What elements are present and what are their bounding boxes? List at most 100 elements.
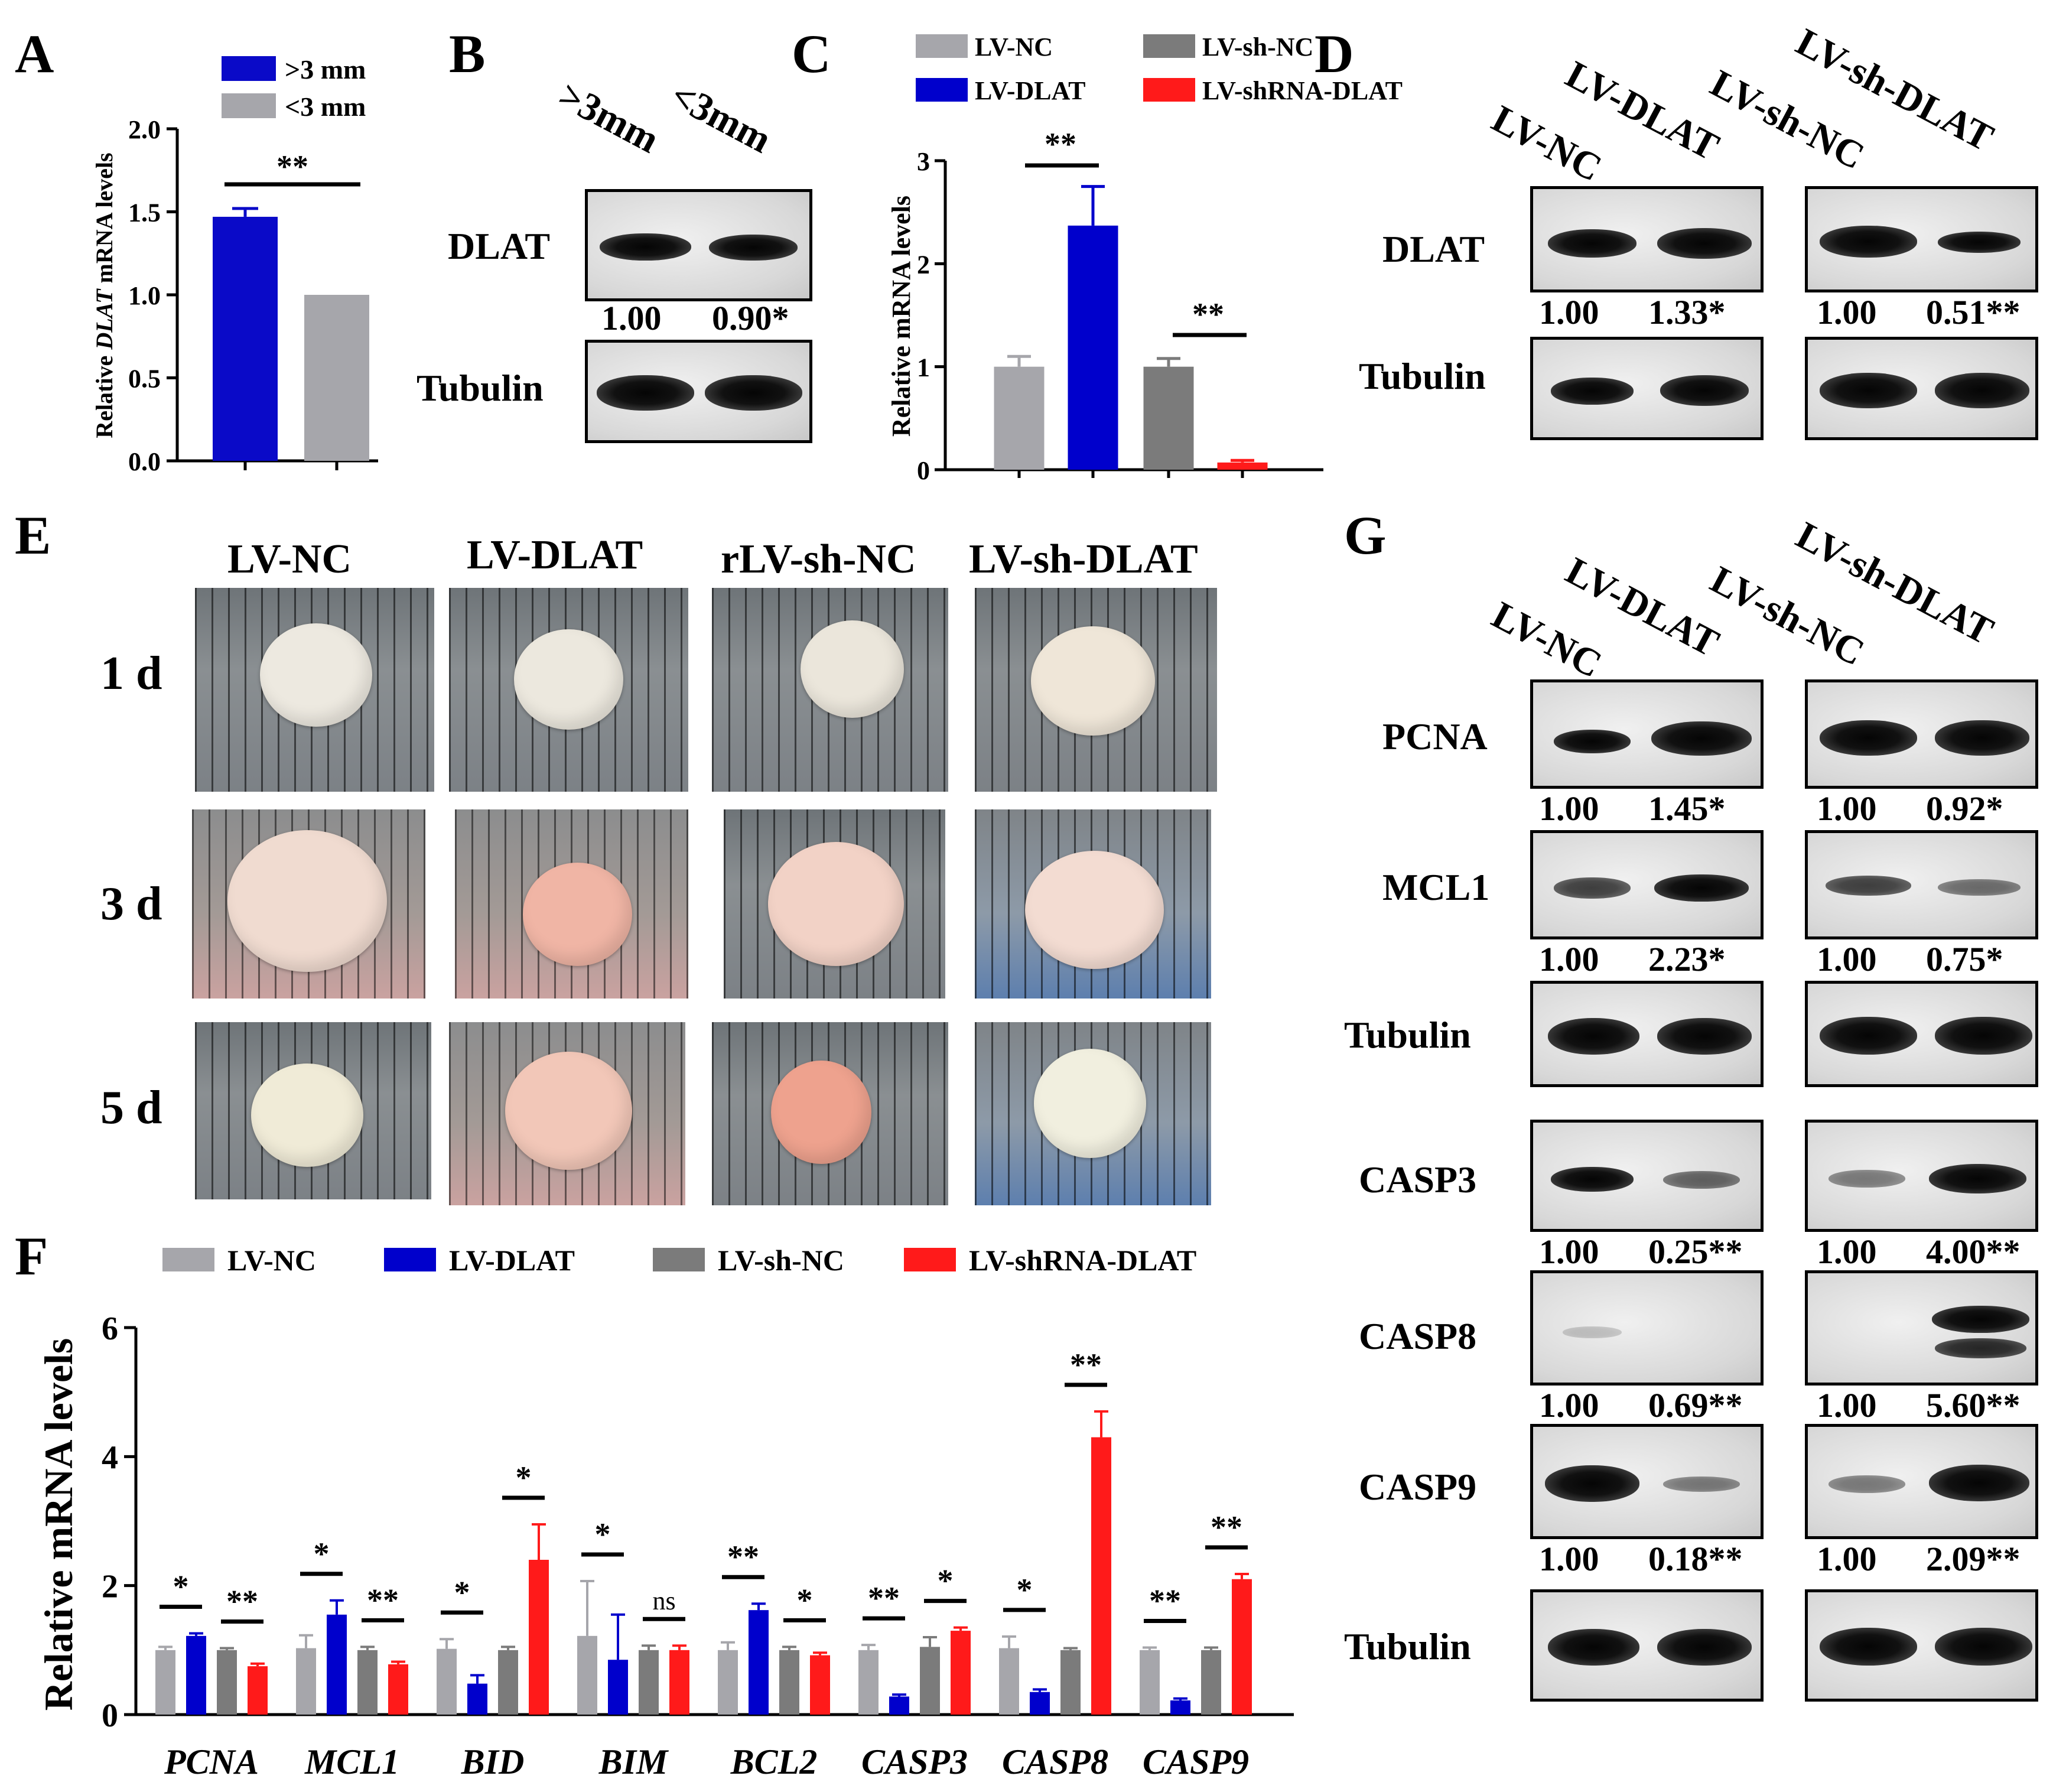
band: [1929, 1164, 2026, 1193]
panel-label-e: E: [15, 505, 51, 565]
bar: [213, 216, 278, 461]
legend-label: LV-sh-NC: [1202, 32, 1313, 61]
quant-value: 1.00: [1817, 1540, 1877, 1578]
legend-swatch: [904, 1248, 956, 1271]
row-label-tubulin: Tubulin: [417, 367, 544, 409]
column-label: LV-DLAT: [467, 532, 643, 578]
blot-mcl1-left: [1530, 830, 1764, 939]
photo-rlvshnc-3d: [724, 809, 945, 999]
bead: [801, 620, 904, 718]
legend-label: LV-DLAT: [449, 1244, 575, 1277]
blot-dlat-left: [1530, 186, 1764, 292]
y-tick-label: 0: [917, 456, 930, 484]
y-tick-label: 4: [102, 1439, 118, 1476]
bar: [155, 1650, 175, 1715]
y-tick-label: 2: [102, 1569, 118, 1605]
blot-pcna-right: [1805, 679, 2038, 789]
quant-value: 0.75*: [1926, 940, 2003, 978]
band: [1938, 232, 2021, 253]
y-axis-label: Relative mRNA levels: [887, 196, 916, 437]
bar: [1091, 1437, 1111, 1715]
significance-label: *: [173, 1569, 189, 1604]
y-axis-label-part: mRNA levels: [91, 152, 118, 289]
bead: [505, 1052, 632, 1170]
photo-rlvshnc-5d: [712, 1022, 948, 1205]
significance-label: **: [367, 1582, 399, 1618]
band: [1545, 1465, 1639, 1502]
quant-value: 1.00: [1817, 940, 1877, 978]
significance-label: **: [276, 149, 308, 184]
quant-value: 0.18**: [1648, 1540, 1743, 1578]
significance-label: *: [516, 1460, 532, 1495]
x-category-label: MCL1: [304, 1742, 399, 1781]
x-category-label: BID: [461, 1742, 525, 1781]
quant-value: 1.00: [1817, 293, 1877, 331]
bar: [498, 1650, 518, 1715]
bead: [1025, 851, 1164, 969]
significance-label: *: [1017, 1572, 1033, 1608]
band: [1663, 1171, 1740, 1189]
legend-swatch: [916, 34, 968, 58]
column-label: LV-sh-DLAT: [969, 536, 1198, 582]
bar: [437, 1648, 457, 1715]
band: [1660, 375, 1749, 406]
significance-label: **: [1070, 1347, 1102, 1383]
legend-swatch: [162, 1248, 214, 1271]
significance-label: *: [595, 1517, 611, 1552]
bar: [669, 1650, 689, 1715]
blot-dlat: [585, 189, 812, 301]
band: [1551, 1167, 1634, 1192]
bar: [749, 1610, 769, 1715]
band: [1548, 1629, 1639, 1666]
y-tick-label: 1.0: [128, 281, 161, 310]
y-tick-label: 2: [917, 250, 930, 279]
bar: [248, 1666, 268, 1715]
photo-lvshdlat-1d: [975, 588, 1217, 792]
legend-label: LV-shRNA-DLAT: [1202, 76, 1403, 105]
quant-value: 1.00: [1817, 789, 1877, 828]
band: [1820, 1017, 1917, 1055]
legend-label: LV-NC: [227, 1244, 316, 1277]
bar: [779, 1650, 799, 1715]
y-tick-label: 0.0: [128, 447, 161, 476]
band: [1826, 876, 1911, 896]
legend-label: LV-shRNA-DLAT: [969, 1244, 1196, 1277]
y-tick-label: 2.0: [128, 115, 161, 144]
lane-label: >3mm: [551, 73, 666, 162]
row-label-casp9: CASP9: [1359, 1466, 1477, 1508]
column-label: LV-NC: [227, 536, 352, 582]
quant-value: 1.00: [1817, 1232, 1877, 1271]
panel-label-g: G: [1344, 505, 1387, 565]
photo-lvshdlat-5d: [975, 1022, 1211, 1205]
significance-label: *: [314, 1536, 330, 1572]
y-tick-label: 6: [102, 1310, 118, 1347]
y-tick-label: 1.5: [128, 199, 161, 227]
bar: [186, 1635, 206, 1715]
legend-swatch: [653, 1248, 705, 1271]
panel-label-a: A: [15, 24, 54, 84]
band: [1563, 1326, 1622, 1338]
blot-tubulin-right: [1805, 337, 2038, 440]
significance-label: **: [1192, 297, 1224, 332]
significance-label: **: [727, 1539, 759, 1575]
blot-tubulin2-right: [1805, 1589, 2038, 1702]
significance-label: *: [797, 1582, 813, 1618]
bead: [771, 1061, 871, 1164]
legend-swatch: [384, 1248, 436, 1271]
bar: [858, 1650, 879, 1715]
significance-label: *: [938, 1563, 954, 1599]
blot-casp9-right: [1805, 1424, 2038, 1539]
row-label-dlat: DLAT: [448, 225, 551, 267]
bar: [1143, 366, 1194, 470]
row-label-dlat: DLAT: [1382, 228, 1485, 270]
x-category-label: CASP3: [861, 1742, 968, 1781]
legend-label: LV-DLAT: [975, 76, 1085, 105]
blot-tubulin-left: [1530, 981, 1764, 1087]
quant-value: 0.92*: [1926, 789, 2003, 828]
panel-label-f: F: [15, 1226, 48, 1286]
blot-casp8-right: [1805, 1270, 2038, 1386]
row-label-1d: 1 d: [100, 648, 162, 700]
bar: [639, 1650, 659, 1715]
significance-label: **: [1045, 126, 1076, 162]
quant-value: 4.00**: [1926, 1232, 2021, 1271]
